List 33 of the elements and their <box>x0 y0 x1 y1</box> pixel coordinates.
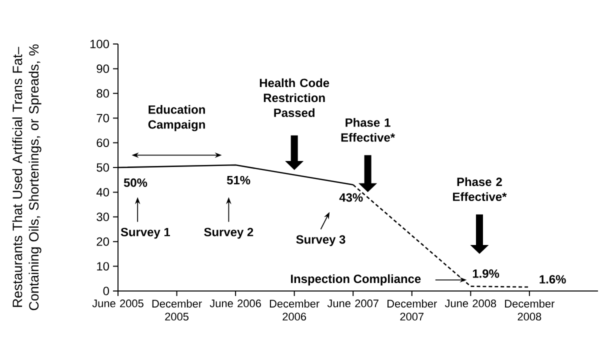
annotation: Education Campaign <box>148 104 205 132</box>
x-tick-label: December 2006 <box>270 299 320 320</box>
y-tick-label: 0 <box>103 286 110 296</box>
data-label: 43% <box>339 193 363 202</box>
y-tick-label: 10 <box>97 262 110 270</box>
y-tick-label: 80 <box>96 89 110 98</box>
data-label: 1.9% <box>472 269 500 278</box>
y-axis-title: Restaurants That Used Artificial Trans Fat–Containing Oils, Shortenings, or Spreads, % <box>12 44 42 310</box>
data-label: 50% <box>124 178 148 187</box>
y-tick-label: 40 <box>96 188 110 196</box>
x-tick-label: June 2006 <box>210 299 261 308</box>
annotation: Phase 2 Effective* <box>453 177 507 201</box>
y-tick-label: 50 <box>96 163 110 172</box>
x-tick-label: June 2008 <box>444 299 496 308</box>
annotation: Phase 1 Effective* <box>341 118 396 142</box>
data-label: 1.6% <box>540 274 566 284</box>
annotation: Survey 1 <box>120 228 170 239</box>
y-tick-label: 70 <box>96 114 110 122</box>
y-tick-label: 30 <box>96 212 110 222</box>
x-tick-label: December 2005 <box>152 299 202 320</box>
annotation: Survey 2 <box>204 228 254 239</box>
annotation: Health Code Restriction Passed <box>260 78 330 117</box>
annotation: Inspection Compliance <box>291 274 421 286</box>
annotation: Survey 3 <box>296 235 346 246</box>
y-tick-label: 20 <box>96 237 110 246</box>
y-tick-label: 100 <box>90 40 110 48</box>
x-tick-label: June 2007 <box>327 299 378 308</box>
data-label: 51% <box>226 176 250 184</box>
y-tick-label: 90 <box>96 64 110 73</box>
x-tick-label: June 2005 <box>92 299 144 308</box>
y-tick-label: 60 <box>96 138 110 147</box>
x-tick-label: December 2007 <box>388 299 437 320</box>
x-tick-label: December 2008 <box>505 299 555 320</box>
